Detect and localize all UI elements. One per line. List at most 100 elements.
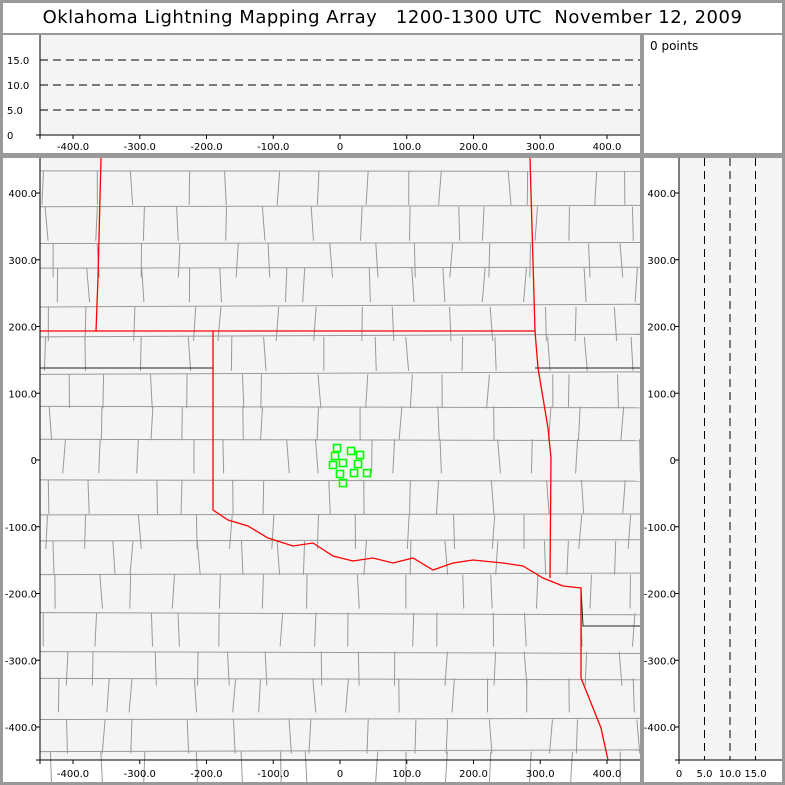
county-line	[368, 268, 371, 303]
county-line	[49, 751, 53, 785]
county-line	[48, 406, 53, 441]
plan-view-panel: -400.0 -300.0 -200.0 -100.0 0 100.0 200.0 300.0…	[3, 157, 641, 785]
county-line	[462, 574, 465, 609]
county-line	[176, 206, 179, 241]
x-tick-label: 10.0	[719, 769, 741, 780]
county-line	[177, 612, 180, 647]
county-line	[225, 206, 228, 241]
y-tick-label: 0	[7, 131, 13, 142]
county-line	[171, 574, 175, 609]
altitude-x-chart: -400.0 -300.0 -200.0 -100.0 0 100.0 200.0 300.0…	[7, 35, 640, 153]
county-line	[357, 651, 360, 686]
county-line	[65, 719, 68, 754]
county-line	[636, 719, 641, 754]
county-line	[613, 306, 618, 341]
y-tick-label: 15.0	[7, 56, 29, 67]
y-tick-label: 0	[31, 456, 37, 467]
county-line	[583, 268, 587, 303]
county-line	[217, 306, 222, 341]
x-tick-label: -400.0	[57, 769, 89, 780]
county-line	[437, 406, 440, 441]
county-line	[316, 170, 320, 205]
county-line	[142, 206, 145, 241]
county-line	[545, 306, 547, 341]
county-line	[128, 678, 133, 713]
x-tick-label: 0	[337, 142, 343, 153]
y-tick-label: 100.0	[647, 389, 676, 400]
county-line	[302, 268, 306, 303]
county-line	[139, 336, 142, 371]
y-tick-label: -300.0	[5, 656, 37, 667]
county-line	[129, 170, 134, 205]
county-line	[634, 268, 638, 303]
points-count-panel: 0 points	[644, 35, 782, 153]
x-tick-label: 300.0	[526, 769, 555, 780]
county-line	[87, 479, 90, 514]
county-line	[365, 374, 369, 409]
county-line	[488, 719, 493, 754]
county-line	[528, 751, 532, 785]
county-line	[494, 336, 497, 371]
lightning-source-point	[328, 460, 338, 470]
county-line	[39, 513, 641, 516]
county-line	[302, 540, 306, 575]
lightning-source-point	[353, 459, 363, 469]
county-line	[523, 268, 527, 303]
county-line	[177, 243, 181, 278]
county-line	[39, 572, 641, 576]
y-tick-label: 0	[670, 456, 676, 467]
county-line	[112, 540, 116, 575]
county-line	[360, 206, 363, 241]
county-line	[314, 612, 317, 647]
county-line	[264, 651, 268, 686]
county-line	[141, 268, 145, 303]
county-line	[435, 479, 440, 514]
x-tick-label: 5.0	[697, 769, 713, 780]
county-line	[614, 540, 617, 575]
county-line	[101, 719, 106, 754]
county-line	[488, 751, 492, 785]
county-line	[622, 479, 626, 514]
county-line	[412, 612, 415, 647]
county-line	[196, 540, 201, 575]
county-line	[232, 719, 236, 754]
y-tick-label: -100.0	[644, 523, 676, 534]
county-line	[86, 268, 91, 303]
county-line	[224, 170, 227, 205]
county-line	[617, 374, 619, 409]
county-line	[304, 751, 308, 785]
y-altitude-chart: 0 5.0 10.0 15.0 -400.0 -300.0 -200.0 -100.0 0 100…	[644, 158, 782, 780]
county-line	[444, 540, 449, 575]
y-tick-label: -200.0	[5, 590, 37, 601]
county-line	[275, 306, 280, 341]
county-line	[507, 170, 512, 205]
county-line	[493, 651, 497, 686]
county-line	[588, 243, 591, 278]
y-tick-label: 400.0	[8, 189, 37, 200]
county-line	[219, 268, 223, 303]
x-tick-label: 400.0	[593, 769, 622, 780]
county-line	[100, 406, 103, 441]
lightning-source-point	[338, 458, 348, 468]
x-tick-label: -100.0	[257, 769, 289, 780]
lightning-source-point	[330, 451, 340, 461]
county-line	[374, 751, 379, 785]
county-line	[150, 374, 153, 409]
county-line	[137, 514, 142, 549]
county-line	[409, 479, 411, 514]
county-line	[524, 612, 527, 647]
county-line	[136, 439, 139, 474]
county-line	[267, 243, 271, 278]
county-line	[39, 266, 641, 269]
county-line	[408, 206, 411, 241]
county-line	[312, 678, 317, 713]
county-line	[39, 204, 641, 208]
county-line	[94, 612, 98, 647]
x-tick-label: 200.0	[459, 769, 488, 780]
county-line	[39, 405, 641, 409]
county-line	[280, 751, 282, 785]
county-line	[218, 574, 221, 609]
county-line	[39, 717, 641, 720]
county-line	[276, 540, 281, 575]
county-line	[284, 268, 288, 303]
